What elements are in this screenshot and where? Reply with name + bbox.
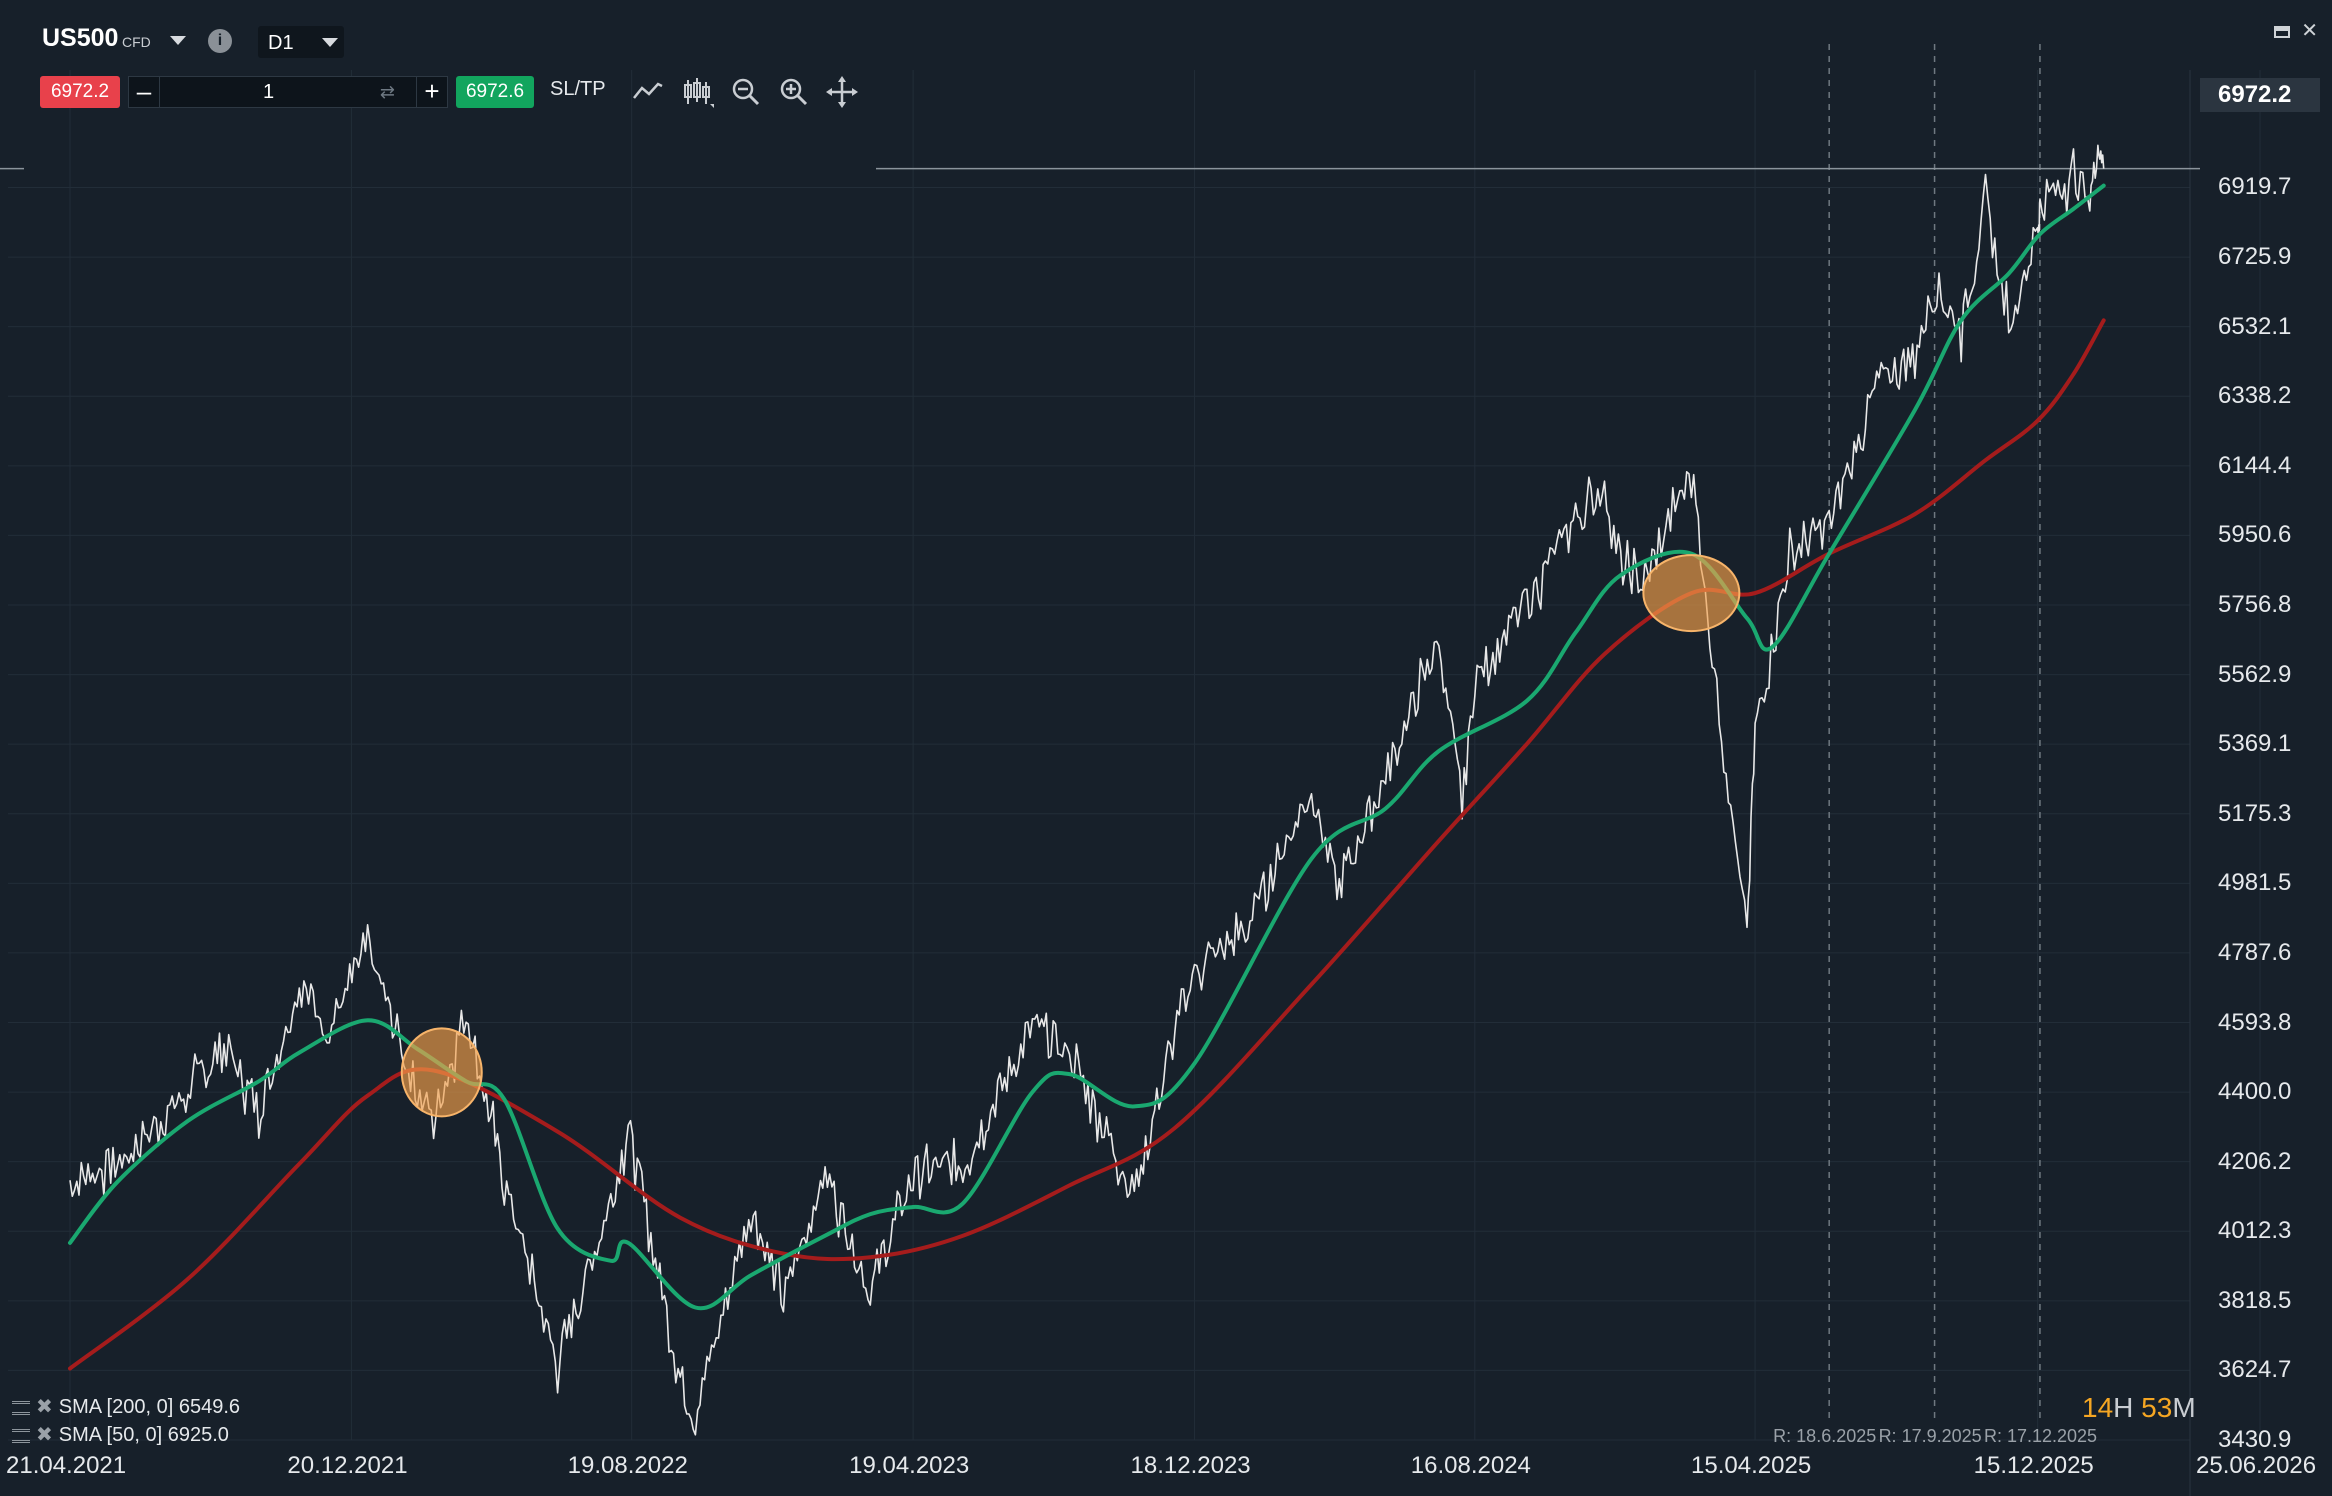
sma200-line [68, 318, 2106, 1371]
timer-minutes-unit: M [2172, 1392, 2196, 1423]
quantity-increase-button[interactable]: + [416, 77, 447, 107]
price-series-line [69, 144, 2105, 1436]
symbol-name[interactable]: US500 [42, 24, 119, 52]
timeframe-value: D1 [268, 32, 294, 54]
x-tick-label: 18.12.2023 [1130, 1452, 1251, 1479]
line-chart-icon[interactable] [630, 74, 666, 110]
y-tick-label: 3624.7 [2218, 1356, 2292, 1384]
timeframe-dropdown-icon[interactable] [322, 38, 338, 47]
remove-indicator-icon[interactable]: ✖ [36, 1396, 53, 1418]
close-icon[interactable]: ✕ [2301, 20, 2318, 42]
vertical-marker-label: R: 18.6.2025 [1773, 1426, 1877, 1446]
symbol-type: CFD [122, 34, 151, 50]
current-price-tag: 6972.2 [2200, 78, 2320, 112]
y-tick-label: 4012.3 [2218, 1217, 2292, 1245]
y-tick-label: 3818.5 [2218, 1286, 2292, 1314]
crossover-marker [1642, 554, 1741, 633]
timer-hours-unit: H [2113, 1392, 2134, 1423]
quantity-input[interactable]: 1 [263, 81, 275, 103]
quantity-stepper[interactable]: – 1 ⇄ + [128, 76, 448, 108]
candlestick-icon[interactable] [680, 74, 716, 110]
sma50-line [68, 183, 2106, 1311]
y-tick-label: 4981.5 [2218, 869, 2292, 897]
x-tick-label: 19.04.2023 [849, 1452, 970, 1479]
legend-sma200-label: SMA [200, 0] 6549.6 [58, 1396, 241, 1418]
x-tick-label: 21.04.2021 [6, 1452, 127, 1479]
info-icon[interactable]: i [208, 29, 232, 53]
symbol-dropdown-icon[interactable] [170, 36, 186, 45]
x-tick-label: 19.08.2022 [567, 1452, 688, 1479]
quantity-switch-icon[interactable]: ⇄ [379, 82, 395, 102]
chart-toolbar: US500 CFD i D1 6972.2 – 1 ⇄ + 6972.6 SL/… [0, 0, 2332, 110]
y-tick-label: 4787.6 [2218, 938, 2292, 966]
zoom-out-icon[interactable] [728, 74, 764, 110]
vertical-marker-label: R: 17.12.2025 [1983, 1426, 2098, 1446]
sell-button[interactable]: 6972.2 [40, 76, 120, 108]
y-tick-label: 3430.9 [2218, 1426, 2292, 1453]
y-tick-label: 4400.0 [2218, 1078, 2292, 1106]
y-tick-label: 6919.7 [2218, 173, 2292, 201]
vertical-marker-label: R: 17.9.2025 [1878, 1426, 1982, 1446]
y-tick-label: 6532.1 [2218, 312, 2292, 340]
crossover-marker [400, 1027, 483, 1118]
settings-list-icon[interactable] [12, 1400, 30, 1415]
y-tick-label: 5369.1 [2218, 730, 2292, 758]
timer-hours: 14 [2082, 1392, 2114, 1423]
y-tick-label: 6338.2 [2218, 382, 2292, 410]
timer-minutes: 53 [2141, 1392, 2173, 1423]
x-tick-label: 15.04.2025 [1691, 1452, 1812, 1479]
legend-sma50-label: SMA [50, 0] 6925.0 [58, 1424, 229, 1446]
candle-timer: 14H 53M [2082, 1392, 2196, 1424]
y-tick-label: 5562.9 [2218, 660, 2292, 688]
x-tick-label: 16.08.2024 [1410, 1452, 1531, 1479]
crosshair-move-icon[interactable] [824, 74, 860, 110]
legend-sma200[interactable]: ✖ SMA [200, 0] 6549.6 [12, 1394, 240, 1419]
x-tick-label: 15.12.2025 [1973, 1452, 2094, 1479]
zoom-in-icon[interactable] [776, 74, 812, 110]
buy-button[interactable]: 6972.6 [456, 76, 534, 108]
x-tick-label: 20.12.2021 [287, 1452, 408, 1479]
minimize-icon[interactable] [2273, 25, 2290, 38]
y-tick-label: 5756.8 [2218, 590, 2292, 618]
sltp-button[interactable]: SL/TP [550, 78, 606, 100]
y-tick-label: 4593.8 [2218, 1008, 2292, 1036]
y-tick-label: 6725.9 [2218, 243, 2292, 271]
settings-list-icon[interactable] [12, 1428, 30, 1443]
legend-sma50[interactable]: ✖ SMA [50, 0] 6925.0 [12, 1422, 229, 1447]
y-tick-label: 6144.4 [2218, 451, 2292, 479]
y-tick-label: 4206.2 [2218, 1147, 2292, 1175]
y-tick-label: 5950.6 [2218, 521, 2292, 549]
quantity-decrease-button[interactable]: – [129, 77, 160, 107]
x-tick-label: 25.06.2026 [2196, 1452, 2317, 1479]
remove-indicator-icon[interactable]: ✖ [36, 1424, 53, 1446]
y-tick-label: 5175.3 [2218, 799, 2292, 827]
timeframe-select[interactable]: D1 [258, 26, 344, 58]
